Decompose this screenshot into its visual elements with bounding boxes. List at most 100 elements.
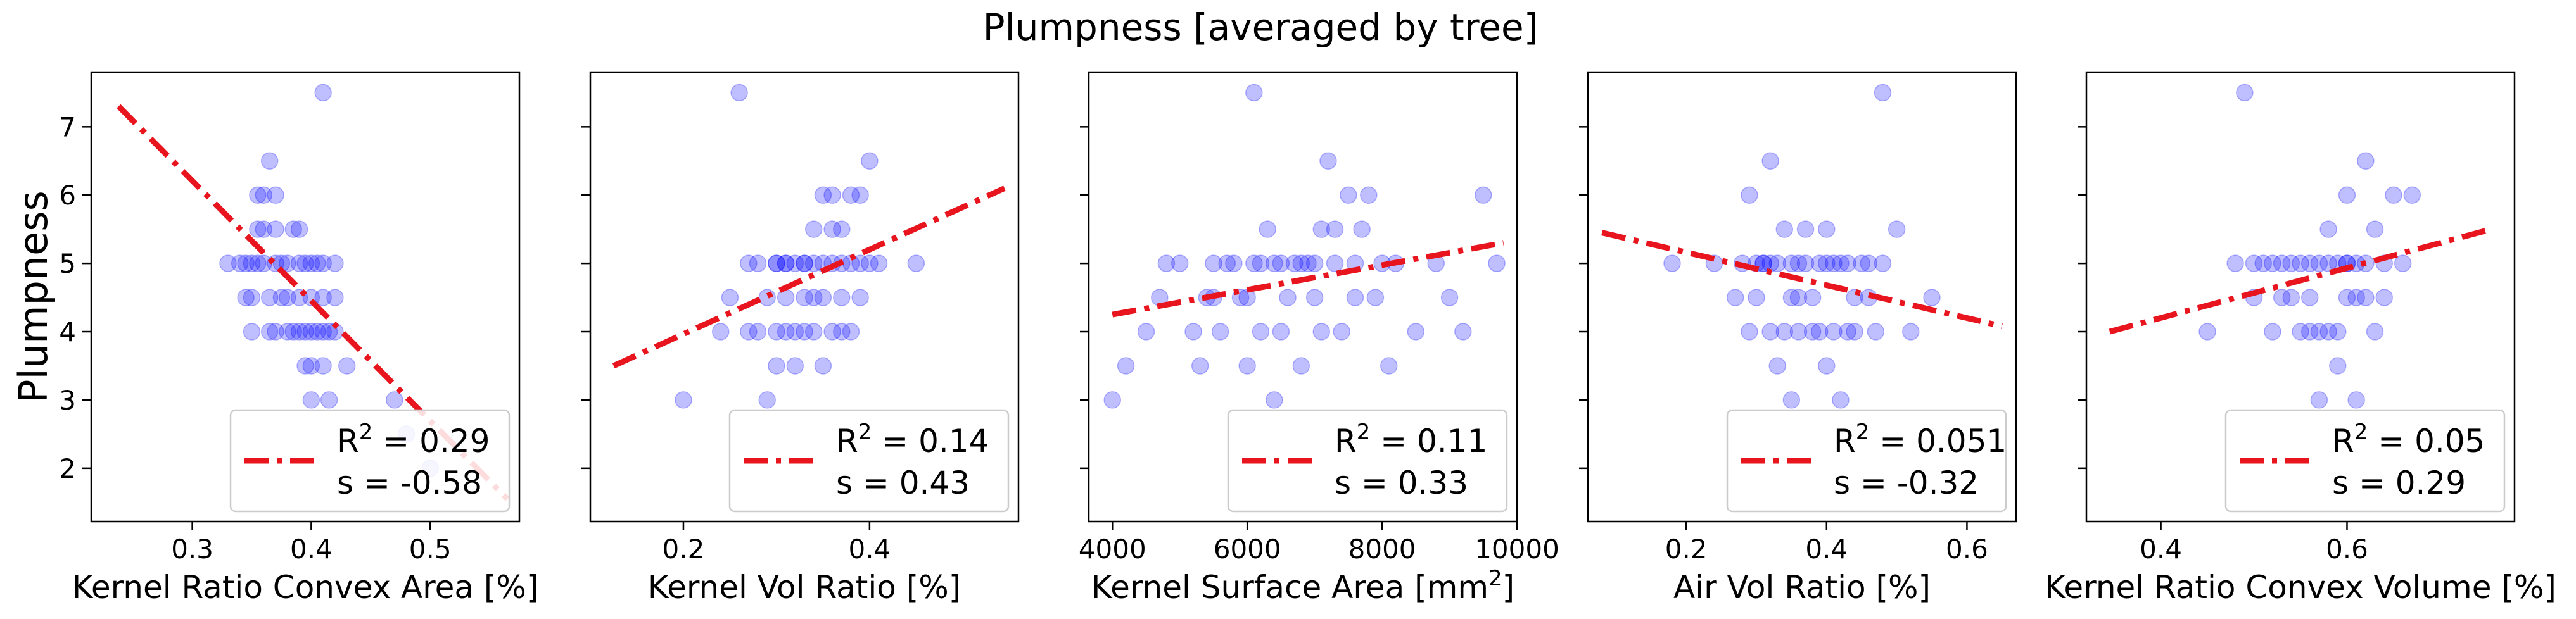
data-point [279,254,296,272]
data-point [758,391,776,409]
data-point [1326,254,1344,272]
x-tick-label: 0.4 [848,534,891,565]
data-point [2310,323,2328,341]
data-point [386,391,403,409]
data-point [1225,254,1243,272]
data-point [1741,323,1758,341]
data-point [243,254,261,272]
y-tick-label: 3 [59,385,76,416]
x-tick-label: 0.4 [2140,534,2182,565]
data-point [804,289,823,306]
data-point [1839,254,1856,272]
x-axis-label-suffix: ] [1502,569,1515,606]
x-tick-label: 6000 [1214,534,1281,565]
data-point [1272,323,1290,341]
data-point [2338,186,2356,204]
data-point [1810,254,1829,272]
x-tick-label: 0.2 [1665,534,1708,565]
data-point [2375,289,2394,306]
data-point [833,323,851,341]
data-point [796,254,813,272]
data-point [1340,186,1357,204]
data-point [308,323,326,341]
data-point [1252,254,1270,272]
data-point [861,254,879,272]
data-point [2329,323,2347,341]
data-point [1171,254,1189,272]
data-point [219,254,237,272]
legend: R2 = 0.05 s = 0.29 [2224,409,2506,513]
data-point [1211,323,1229,341]
axes-frame [2085,71,2516,523]
data-point [851,254,869,272]
data-point [2282,289,2300,306]
data-point [1825,323,1843,341]
data-point [1292,357,1310,375]
data-point [2394,254,2412,272]
chart-panel-1: 0.3 0.4 0.5 2 3 4 5 6 7 Kernel Ratio Convex Area … [10,71,538,606]
data-point [777,323,795,341]
data-point [721,289,739,306]
legend-s-text: s = 0.29 [2332,465,2466,501]
data-point [2254,254,2272,272]
trend-line [1601,230,2003,329]
legend-s-text: s = 0.33 [1335,465,1468,501]
data-point [1839,323,1856,341]
x-tick-label: 0.6 [1946,534,1988,565]
data-point [296,357,314,375]
data-point [796,323,813,341]
data-point [2282,254,2300,272]
legend-r2-label: R [836,423,858,460]
data-point [768,323,785,341]
data-point [290,220,308,238]
legend-r2-superscript: 2 [1357,420,1371,445]
data-point [2245,254,2263,272]
legend-r2-superscript: 2 [359,420,373,445]
chart-panel-2: 0.2 0.4 Kernel Vol Ratio [%] R2 = 0.14 s = 0… [581,71,1020,606]
legend-s-text: s = 0.43 [836,465,970,501]
data-point [279,323,296,341]
data-point [786,254,804,272]
data-point [260,323,279,341]
data-point [260,152,279,170]
data-point [320,391,338,409]
data-point [1259,220,1276,238]
data-point [2347,289,2365,306]
data-point [1726,289,1744,306]
data-point [1754,254,1772,272]
data-point [326,289,344,306]
data-point [1299,254,1317,272]
data-point [796,289,813,306]
x-tick-label: 0.4 [1805,534,1848,565]
data-point [302,357,320,375]
data-point [730,84,748,102]
data-point [249,254,267,272]
x-tick-label: 0.6 [2326,534,2368,565]
x-axis-label-superscript: 2 [1488,566,1502,591]
x-tick-label: 0.3 [171,534,213,565]
data-point [1305,254,1324,272]
data-point [267,323,284,341]
data-point [267,186,284,204]
trend-line [1112,240,1504,318]
data-point [2300,323,2319,341]
data-point [2300,254,2319,272]
data-point [1789,323,1808,341]
data-point [1782,254,1801,272]
data-point [786,323,804,341]
data-point [1789,254,1808,272]
scatter-points [1663,84,1941,409]
data-point [243,289,261,306]
data-point [2357,152,2375,170]
axes-frame [90,71,521,523]
trend-line [2109,226,2492,335]
data-point [842,186,860,204]
x-tick-label: 10000 [1475,534,1559,565]
data-point [1312,323,1331,341]
data-point [2264,323,2281,341]
y-tick-label: 4 [59,316,76,347]
data-point [296,323,314,341]
data-point [279,289,296,306]
data-point [314,84,332,102]
data-point [823,323,841,341]
